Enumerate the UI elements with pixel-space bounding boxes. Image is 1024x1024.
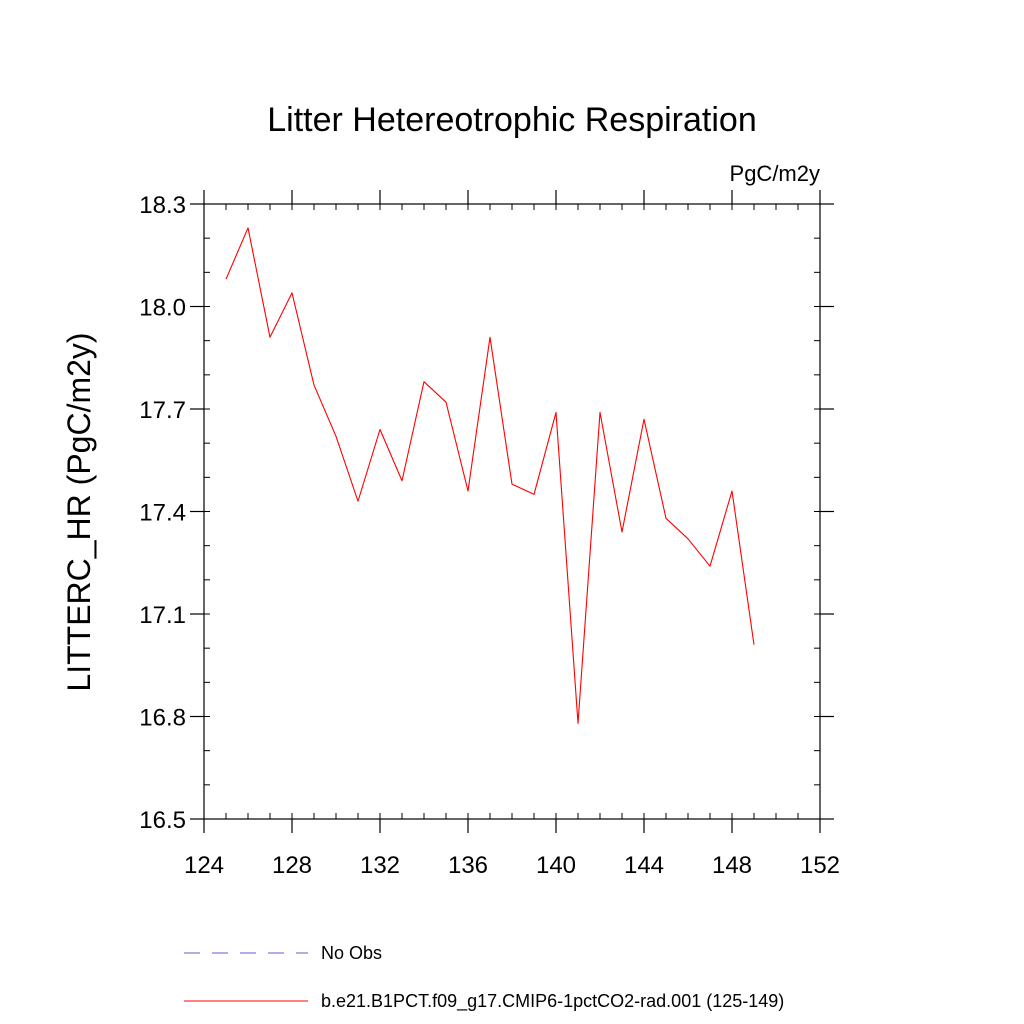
y-tick-label: 18.0 [139,295,186,322]
plot-frame [203,203,821,820]
x-tick-label: 124 [184,852,224,879]
x-tick-label: 144 [624,852,664,879]
y-tick-label: 17.1 [139,602,186,629]
series-layer [225,227,755,724]
y-tick-label: 16.8 [139,705,186,732]
y-tick-label: 18.3 [139,192,186,219]
y-tick-label: 17.4 [139,500,186,527]
x-tick-label: 140 [536,852,576,879]
x-tick-label: 152 [800,852,840,879]
legend-label: No Obs [321,943,382,963]
legend-label: b.e21.B1PCT.f09_g17.CMIP6-1pctCO2-rad.00… [321,991,784,1012]
y-tick-label: 16.5 [139,807,186,834]
units-label: PgC/m2y [730,161,820,186]
y-tick-label: 17.7 [139,397,186,424]
x-axis: 124 128 132 136 140 144 148 152 [184,190,840,879]
plot-border [203,203,821,820]
chart-title: Litter Hetereotrophic Respiration [267,101,756,139]
x-tick-label: 132 [360,852,400,879]
x-tick-label: 128 [272,852,312,879]
series-line [225,227,755,724]
legend: No Obs b.e21.B1PCT.f09_g17.CMIP6-1pctCO2-… [184,943,784,1012]
x-tick-label: 148 [712,852,752,879]
x-tick-label: 136 [448,852,488,879]
y-axis: 16.5 16.8 17.1 17.4 17.7 18.0 18.3 [139,192,834,834]
y-axis-label: LITTERC_HR (PgC/m2y) [61,332,97,691]
